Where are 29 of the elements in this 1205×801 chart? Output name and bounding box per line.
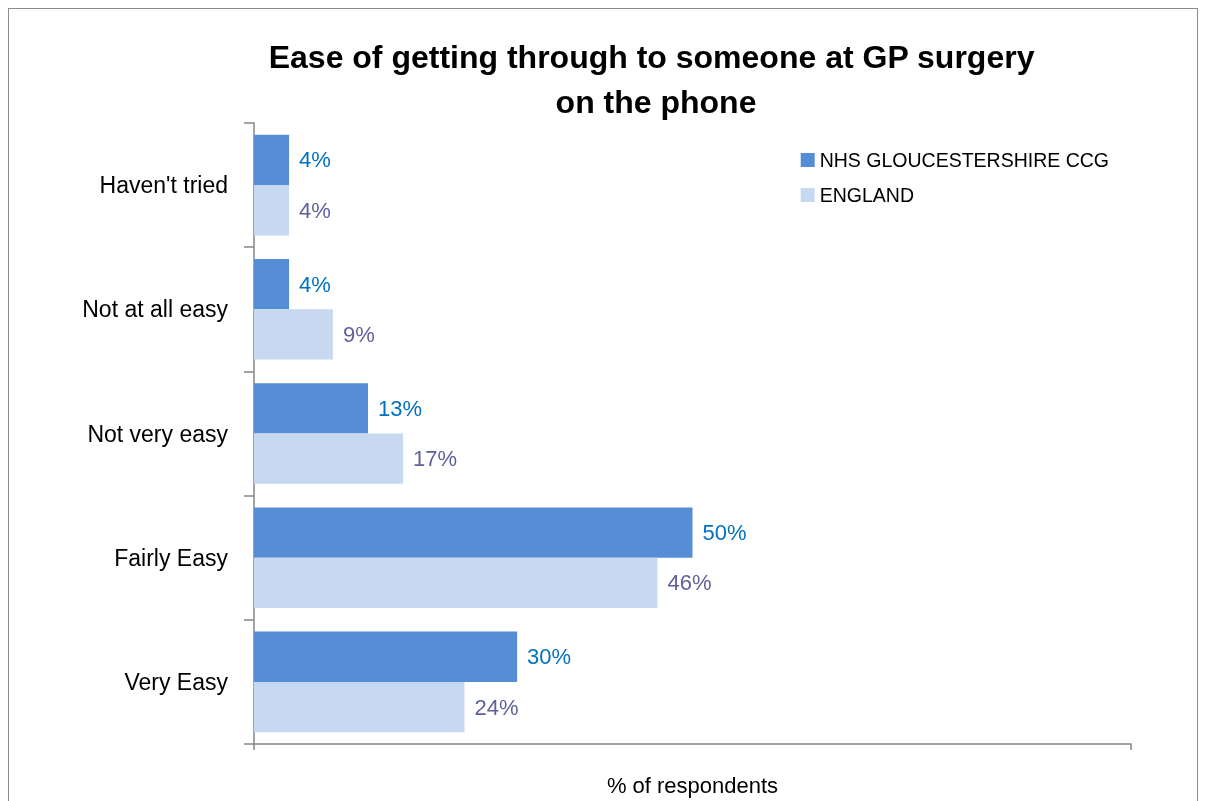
- y-tick-label: Haven't tried: [99, 172, 228, 199]
- bar: [254, 134, 290, 186]
- x-axis-title: % of respondents: [606, 772, 779, 798]
- data-label: 17%: [413, 446, 458, 472]
- data-label: 24%: [474, 694, 519, 720]
- y-tick-label: Not very easy: [87, 420, 229, 447]
- y-tick-label: Very Easy: [124, 668, 229, 695]
- bar: [254, 681, 465, 733]
- y-tick-label: Not at all easy: [82, 296, 229, 323]
- bar: [254, 433, 404, 484]
- bar: [254, 631, 518, 682]
- data-label: 50%: [702, 520, 747, 546]
- bar: [254, 557, 658, 608]
- bar: [254, 259, 290, 310]
- bar: [254, 383, 369, 434]
- data-label: 9%: [342, 321, 375, 347]
- data-label: 4%: [299, 197, 331, 223]
- data-label: 46%: [667, 570, 712, 596]
- bar: [254, 507, 693, 558]
- bar: [254, 185, 290, 236]
- y-tick-label: Fairly Easy: [114, 544, 229, 571]
- legend-label: NHS GLOUCESTERSHIRE CCG: [819, 149, 1110, 171]
- chart-title: Ease of getting through to someone at GP surgery on the phone: [268, 38, 1044, 120]
- data-label: 13%: [378, 395, 423, 421]
- data-label: 30%: [527, 644, 572, 670]
- data-label: 4%: [299, 147, 331, 173]
- data-label: 4%: [299, 271, 331, 297]
- bar: [254, 309, 333, 360]
- legend-label: ENGLAND: [819, 184, 914, 206]
